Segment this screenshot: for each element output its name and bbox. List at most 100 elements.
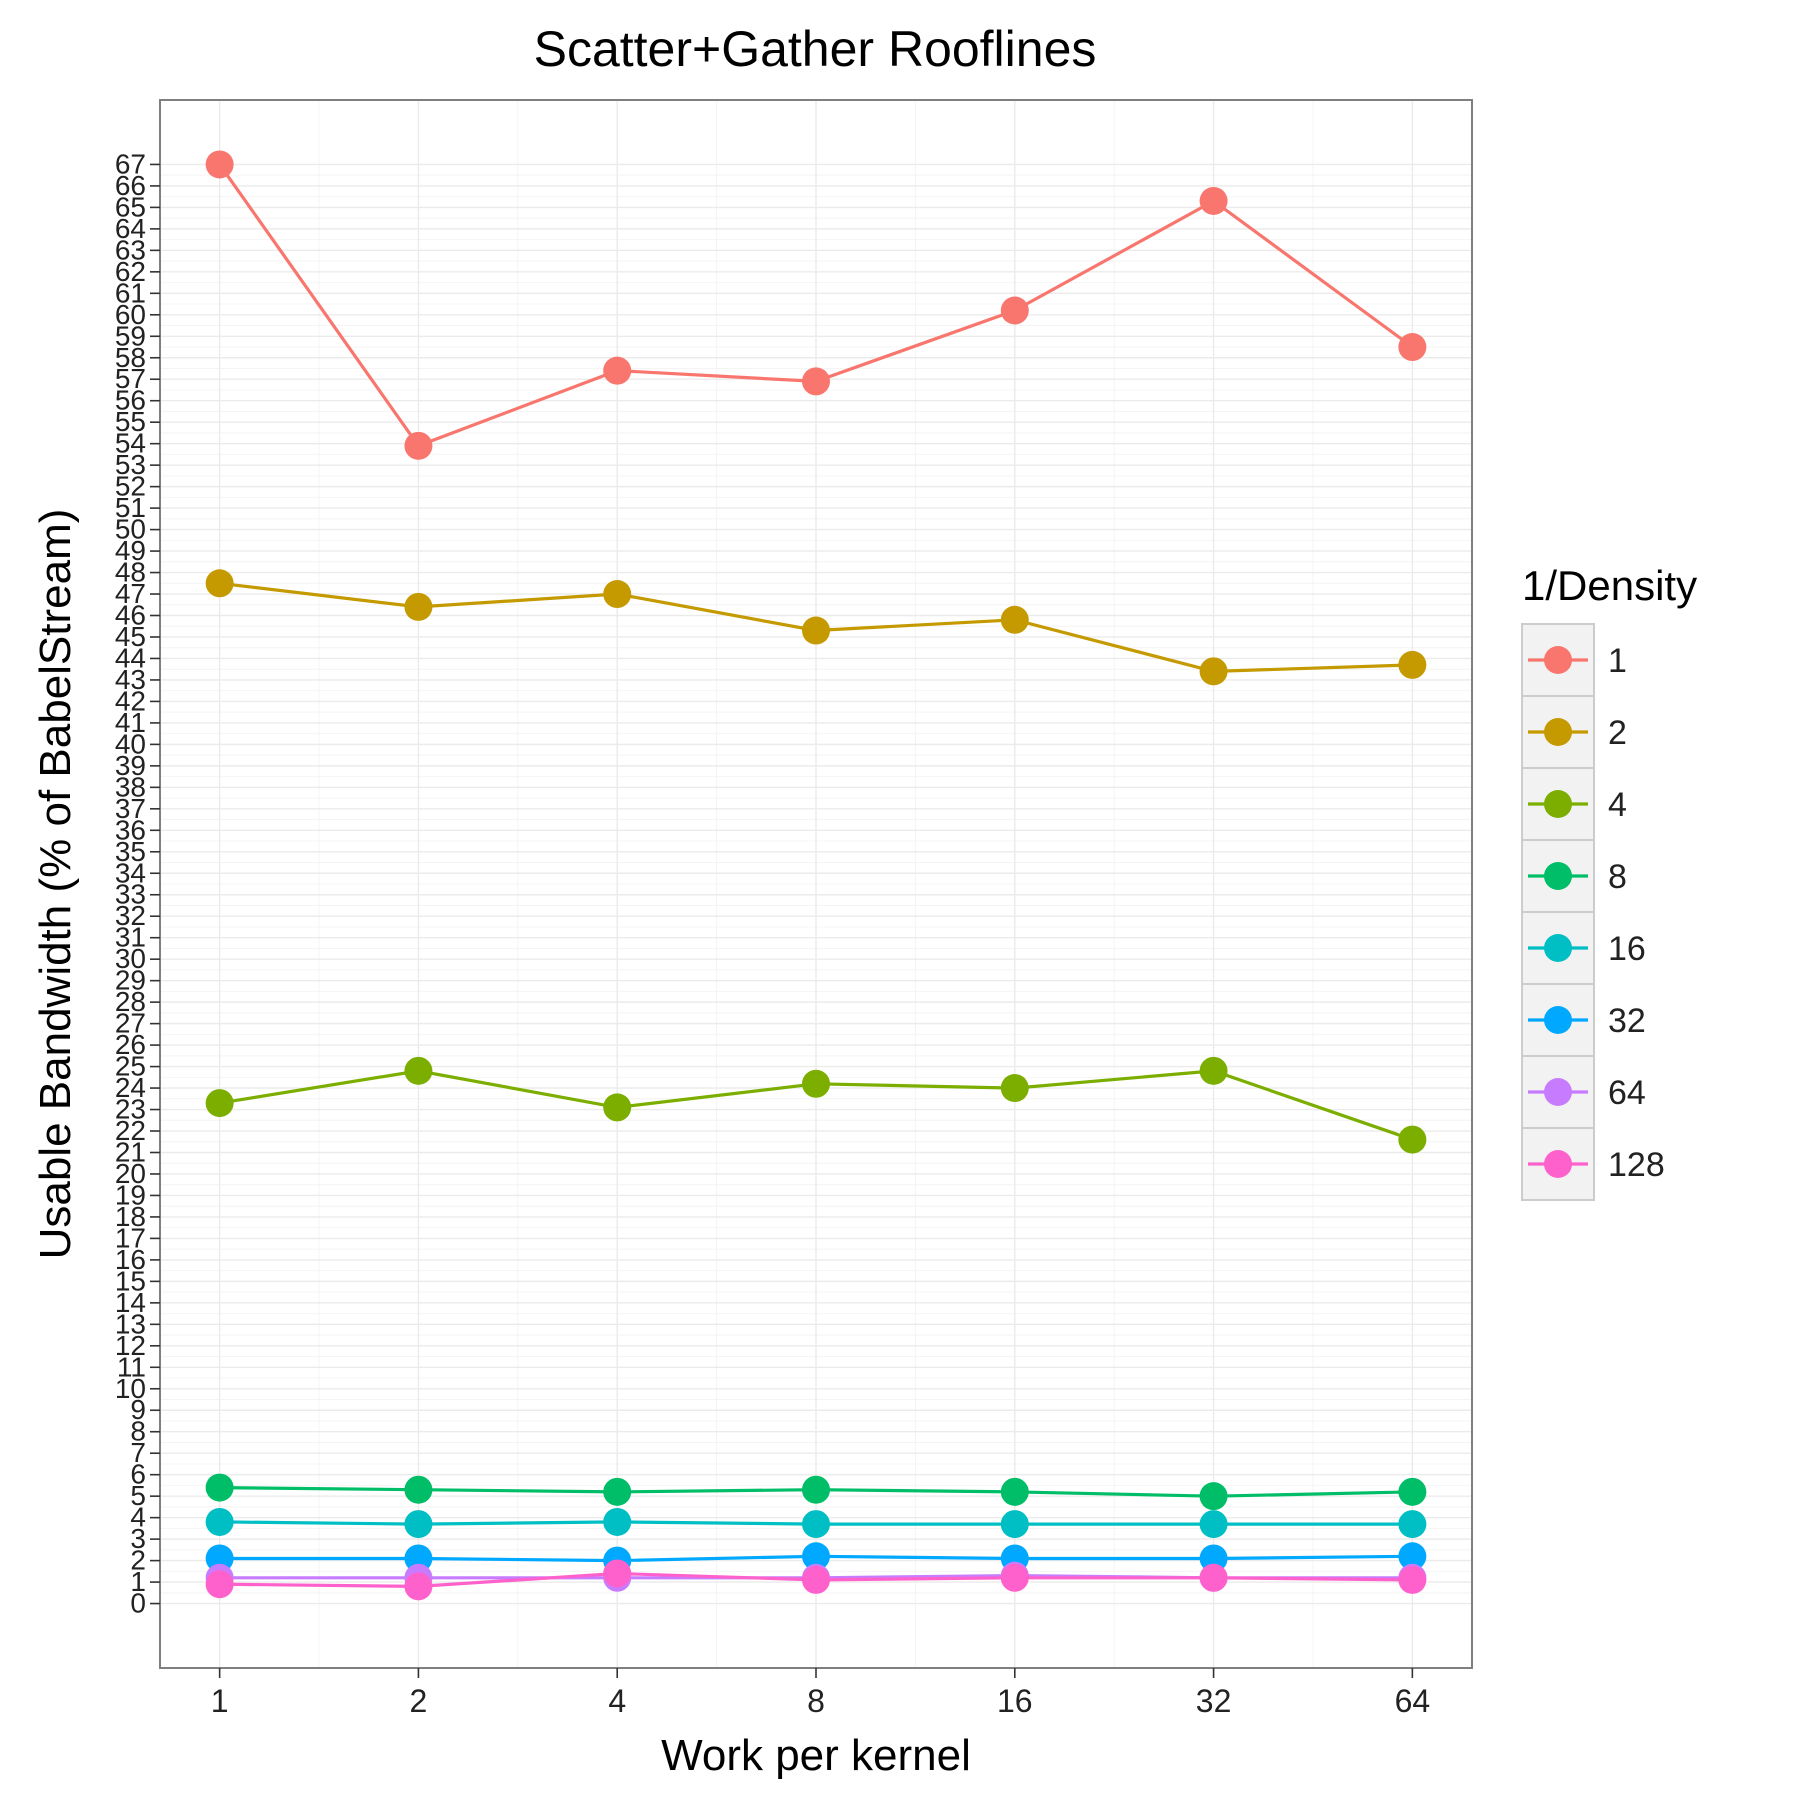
legend-key-point <box>1544 646 1572 674</box>
y-tick-label: 17 <box>115 1222 146 1253</box>
data-point-128 <box>802 1565 830 1594</box>
y-tick-label: 36 <box>115 814 146 845</box>
x-tick-label: 8 <box>807 1683 825 1719</box>
legend-label: 64 <box>1608 1074 1646 1112</box>
data-point-16 <box>603 1507 632 1536</box>
data-point-32 <box>1199 1544 1228 1573</box>
data-point-1 <box>1398 333 1427 362</box>
y-tick-label: 5 <box>130 1480 146 1511</box>
y-tick-label: 55 <box>115 406 146 437</box>
y-tick-label: 1 <box>130 1566 146 1597</box>
data-point-16 <box>1199 1510 1228 1539</box>
data-point-2 <box>205 569 234 598</box>
data-point-32 <box>1398 1542 1427 1571</box>
legend-key-point <box>1544 1150 1572 1178</box>
x-tick-label: 2 <box>410 1683 428 1719</box>
y-tick-label: 19 <box>115 1179 146 1210</box>
data-point-16 <box>802 1510 830 1539</box>
series-2 <box>205 569 1427 686</box>
y-tick-label: 35 <box>115 836 146 867</box>
data-point-16 <box>1000 1510 1029 1539</box>
y-tick-label: 28 <box>115 986 146 1017</box>
y-tick-label: 33 <box>115 879 146 910</box>
data-point-128 <box>404 1572 433 1601</box>
y-tick-label: 46 <box>115 600 146 631</box>
data-point-4 <box>1000 1074 1029 1103</box>
y-tick-label: 13 <box>115 1308 146 1339</box>
data-point-16 <box>1398 1510 1427 1539</box>
y-tick-label: 11 <box>117 1351 146 1382</box>
y-tick-label: 51 <box>115 492 146 523</box>
y-tick-label: 34 <box>115 857 146 888</box>
y-tick-label: 54 <box>115 428 146 459</box>
y-tick-label: 18 <box>115 1201 146 1232</box>
data-point-8 <box>404 1475 433 1504</box>
data-point-2 <box>404 592 433 621</box>
y-tick-label: 3 <box>130 1523 146 1554</box>
y-tick-label: 67 <box>115 148 146 179</box>
data-point-1 <box>802 367 830 396</box>
data-point-8 <box>603 1477 632 1506</box>
y-tick-label: 6 <box>130 1459 146 1490</box>
data-point-32 <box>205 1544 234 1573</box>
data-point-1 <box>205 150 234 179</box>
data-point-4 <box>404 1056 433 1085</box>
data-point-1 <box>404 431 433 460</box>
y-tick-label: 14 <box>115 1287 146 1318</box>
data-point-8 <box>1199 1482 1228 1511</box>
legend-key-point <box>1544 1006 1572 1034</box>
data-point-2 <box>802 616 830 645</box>
data-point-1 <box>1199 186 1228 215</box>
legend-item-64: 64 <box>1521 1055 1646 1129</box>
data-point-2 <box>1000 605 1029 634</box>
data-point-16 <box>205 1507 234 1536</box>
data-point-128 <box>1398 1565 1427 1594</box>
y-axis: 0123456789101112131415161718192021222324… <box>115 148 160 1619</box>
y-axis-label: Usable Bandwidth (% of BabelStream) <box>31 509 80 1260</box>
x-tick-label: 1 <box>211 1683 229 1719</box>
data-point-4 <box>603 1093 632 1122</box>
legend-label: 8 <box>1608 858 1627 896</box>
y-tick-label: 45 <box>115 621 146 652</box>
y-tick-label: 60 <box>115 299 146 330</box>
y-tick-label: 63 <box>115 234 146 265</box>
data-point-32 <box>404 1544 433 1573</box>
legend-item-1: 1 <box>1521 623 1627 697</box>
y-tick-label: 20 <box>115 1158 146 1189</box>
y-tick-label: 23 <box>115 1094 146 1125</box>
legend-item-4: 4 <box>1521 767 1627 841</box>
y-tick-label: 25 <box>115 1051 146 1082</box>
data-point-128 <box>603 1559 632 1588</box>
legend-key-point <box>1544 790 1572 818</box>
y-tick-label: 31 <box>115 922 146 953</box>
y-tick-label: 66 <box>115 170 146 201</box>
y-tick-label: 2 <box>130 1545 146 1576</box>
y-tick-label: 57 <box>115 363 146 394</box>
y-tick-label: 47 <box>115 578 146 609</box>
y-tick-label: 30 <box>115 943 146 974</box>
legend-title: 1/Density <box>1522 562 1697 609</box>
y-tick-label: 53 <box>115 449 146 480</box>
y-tick-label: 10 <box>115 1373 146 1404</box>
data-point-2 <box>603 580 632 609</box>
legend-label: 32 <box>1608 1002 1646 1040</box>
y-tick-label: 26 <box>115 1029 146 1060</box>
x-axis-label: Work per kernel <box>661 1731 971 1780</box>
y-tick-label: 58 <box>115 342 146 373</box>
data-point-2 <box>1398 650 1427 679</box>
series-16 <box>205 1507 1427 1539</box>
y-tick-label: 61 <box>115 277 146 308</box>
y-tick-label: 40 <box>115 728 146 759</box>
data-point-8 <box>1000 1477 1029 1506</box>
legend-key-point <box>1544 1078 1572 1106</box>
legend-item-128: 128 <box>1521 1127 1665 1201</box>
legend-label: 16 <box>1608 930 1646 968</box>
y-tick-label: 44 <box>115 642 146 673</box>
legend-label: 2 <box>1608 714 1627 752</box>
legend-label: 1 <box>1608 642 1627 680</box>
data-point-128 <box>205 1570 234 1599</box>
y-tick-label: 8 <box>130 1416 146 1447</box>
y-tick-label: 52 <box>115 471 146 502</box>
y-tick-label: 9 <box>130 1394 146 1425</box>
